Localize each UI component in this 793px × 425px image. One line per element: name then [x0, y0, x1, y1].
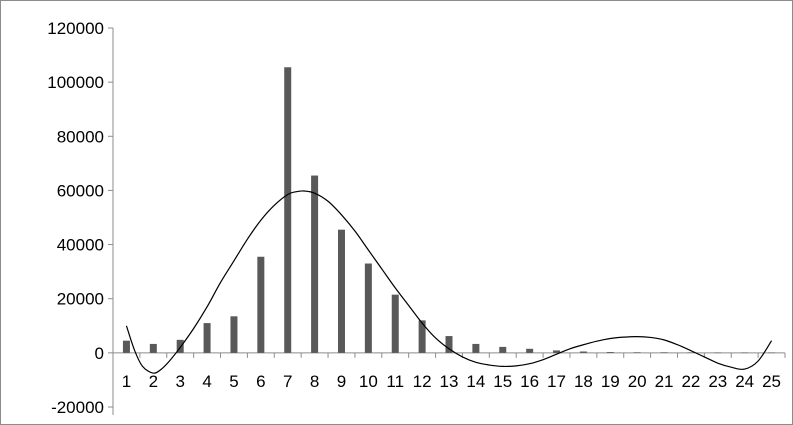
x-tick-label: 14 — [466, 372, 485, 391]
bar — [472, 343, 480, 353]
x-tick-label: 8 — [310, 372, 319, 391]
x-tick-label: 24 — [735, 372, 754, 391]
x-tick-label: 1 — [122, 372, 131, 391]
bar — [230, 316, 238, 353]
line-series — [125, 190, 773, 374]
x-tick-label: 25 — [762, 372, 781, 391]
bar — [606, 352, 614, 353]
bar — [741, 352, 749, 354]
bar — [579, 351, 587, 353]
y-tick-label: 0 — [95, 344, 104, 363]
y-axis-ticks: 120000 100000 80000 60000 40000 20000 0 -20000 — [47, 19, 113, 417]
x-tick-label: 9 — [337, 372, 346, 391]
x-tick-label: 23 — [708, 372, 727, 391]
bar — [526, 348, 534, 353]
bar — [203, 323, 211, 353]
bar — [714, 352, 722, 354]
x-axis-ticks: 1 2 3 4 5 6 7 8 9 10 11 12 13 14 15 16 17 18 19 20 21 22 23 24 2… — [112, 352, 786, 391]
bar — [337, 229, 345, 353]
bar — [445, 336, 453, 353]
x-tick-label: 6 — [256, 372, 265, 391]
x-tick-label: 20 — [628, 372, 647, 391]
x-tick-label: 10 — [359, 372, 378, 391]
x-tick-label: 5 — [229, 372, 238, 391]
bar — [633, 352, 641, 353]
bar — [149, 343, 157, 353]
x-tick-label: 15 — [493, 372, 512, 391]
y-tick-label: 80000 — [57, 127, 104, 146]
x-tick-label: 7 — [283, 372, 292, 391]
bar — [257, 256, 265, 353]
bar — [284, 67, 292, 353]
y-tick-label: 40000 — [57, 236, 104, 255]
y-tick-label: 20000 — [57, 290, 104, 309]
bar — [311, 175, 319, 353]
bar — [122, 340, 130, 353]
bar — [499, 346, 507, 353]
y-tick-label: -20000 — [51, 398, 104, 417]
x-tick-label: 17 — [547, 372, 566, 391]
bar — [687, 352, 695, 353]
x-tick-label: 16 — [520, 372, 539, 391]
bar — [768, 352, 776, 354]
bar — [176, 339, 184, 353]
x-tick-label: 18 — [574, 372, 593, 391]
x-tick-label: 4 — [202, 372, 211, 391]
x-tick-label: 21 — [655, 372, 674, 391]
bar — [391, 294, 399, 353]
bar — [418, 320, 426, 353]
y-tick-label: 120000 — [47, 19, 104, 38]
x-tick-label: 13 — [440, 372, 459, 391]
bar — [364, 263, 372, 353]
x-tick-label: 12 — [413, 372, 432, 391]
bar — [660, 352, 668, 353]
x-tick-label: 3 — [175, 372, 184, 391]
x-tick-label: 11 — [386, 372, 404, 391]
y-tick-label: 100000 — [47, 73, 104, 92]
x-tick-label: 2 — [149, 372, 158, 391]
x-tick-label: 19 — [601, 372, 620, 391]
bar-series — [122, 67, 776, 354]
y-tick-label: 60000 — [57, 181, 104, 200]
bar — [553, 350, 561, 353]
x-tick-label: 22 — [681, 372, 700, 391]
